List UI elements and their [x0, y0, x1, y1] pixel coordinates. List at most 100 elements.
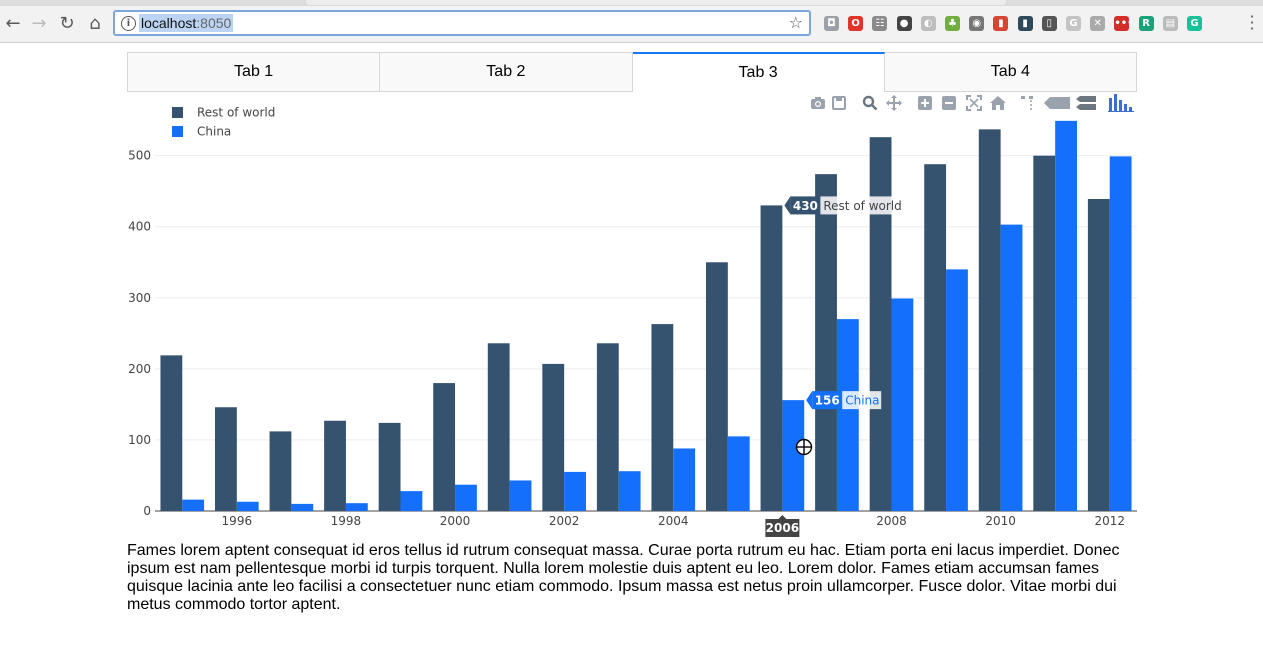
lastpass-icon[interactable]: ••• [1114, 16, 1134, 31]
bar-china[interactable] [509, 480, 532, 511]
evernote-icon[interactable]: ♣ [945, 16, 960, 31]
bar-china[interactable] [564, 471, 586, 511]
y-tick-label: 200 [128, 362, 151, 376]
reload-icon[interactable]: ↻ [59, 12, 75, 34]
url-port: :8050 [196, 15, 232, 31]
bar-china[interactable] [291, 503, 314, 511]
page-icon[interactable]: ▤ [1162, 16, 1178, 31]
spike-lines-icon[interactable] [1020, 95, 1034, 111]
chart-modebar [808, 94, 1138, 113]
bar-china[interactable] [1000, 224, 1023, 511]
bars [160, 120, 1132, 512]
legend-swatch [172, 107, 183, 118]
bar-rest-of-world[interactable] [760, 205, 783, 511]
bookmark-star-icon[interactable]: ☆ [788, 13, 803, 32]
bar-china[interactable] [946, 269, 968, 511]
grammarly-icon[interactable]: G [1187, 16, 1202, 31]
bar-rest-of-world[interactable] [706, 262, 728, 511]
plotly-logo-icon[interactable] [1108, 94, 1134, 112]
hover-series-name: China [845, 394, 879, 408]
tab-4[interactable]: Tab 4 [884, 52, 1137, 92]
legend[interactable]: Rest of world China [172, 106, 275, 139]
bar-rest-of-world[interactable] [978, 129, 1001, 511]
home-icon[interactable]: ⌂ [89, 12, 101, 34]
y-tick-label: 400 [128, 220, 151, 234]
g-ext-icon[interactable]: G [1066, 16, 1081, 31]
bar-china[interactable] [673, 448, 696, 511]
bar-china[interactable] [782, 400, 805, 511]
pan-icon[interactable] [886, 95, 902, 111]
save-icon[interactable] [832, 95, 846, 111]
url-text[interactable]: localhost:8050 [139, 14, 234, 32]
bar-rest-of-world[interactable] [324, 420, 346, 511]
zoom-icon[interactable] [862, 95, 878, 111]
browser-tab[interactable] [306, 0, 1006, 5]
forward-icon[interactable]: → [31, 12, 47, 34]
r-ext-icon[interactable]: R [1138, 16, 1154, 31]
bar-china[interactable] [455, 484, 477, 511]
bar-china[interactable] [1055, 120, 1077, 511]
bar-china[interactable] [727, 436, 750, 511]
bar-chart[interactable]: 0 100 200 300 400 500 1996 1998 2000 2002 2004 200… [127, 100, 1137, 540]
zoom-in-icon[interactable] [918, 95, 932, 111]
hover-compare-icon[interactable] [1076, 95, 1096, 111]
bar-rest-of-world[interactable] [596, 343, 619, 511]
home-icon[interactable] [990, 95, 1006, 111]
bar-rest-of-world[interactable] [215, 407, 237, 511]
y-tick-label: 300 [128, 291, 151, 305]
bar-china[interactable] [236, 501, 259, 511]
zoom-out-icon[interactable] [942, 95, 956, 111]
bar-rest-of-world[interactable] [869, 137, 892, 512]
bar-rest-of-world[interactable] [160, 355, 183, 511]
x-hover-pointer [778, 515, 787, 519]
app-tabs: Tab 1 Tab 2 Tab 3 Tab 4 [127, 52, 1137, 92]
hover-closest-icon[interactable] [1044, 95, 1070, 111]
address-bar[interactable]: i localhost:8050 ☆ [113, 10, 811, 36]
bar-rest-of-world[interactable] [815, 174, 837, 511]
bar-china[interactable] [400, 491, 423, 511]
bar-china[interactable] [182, 499, 205, 511]
ghostery-icon[interactable]: ● [896, 16, 912, 31]
legend-label[interactable]: Rest of world [197, 106, 275, 120]
browser-menu-icon[interactable]: · · · [1249, 7, 1255, 38]
bar-rest-of-world[interactable] [269, 431, 292, 511]
x-tick-label: 2008 [876, 514, 907, 528]
plugin-icon[interactable]: ✕ [1090, 16, 1106, 31]
pocket-icon[interactable]: ◘ [824, 16, 839, 31]
bar-china[interactable] [836, 319, 859, 511]
hover-value-box [790, 196, 821, 215]
hover-pointer [784, 196, 791, 215]
bar-rest-of-world[interactable] [487, 343, 510, 511]
bar-rest-of-world[interactable] [378, 422, 401, 511]
tab-1[interactable]: Tab 1 [127, 52, 381, 92]
camera-icon[interactable] [810, 95, 826, 111]
x-tick-label: 2000 [440, 514, 471, 528]
bar-rest-of-world[interactable] [1087, 199, 1110, 511]
tab-3[interactable]: Tab 3 [632, 52, 885, 92]
camera-icon[interactable]: ◉ [969, 16, 985, 31]
bar-china[interactable] [345, 503, 368, 511]
mobile-icon[interactable]: ▯ [1041, 16, 1057, 31]
opera-icon[interactable]: O [848, 16, 864, 31]
back-icon[interactable]: ← [5, 12, 21, 34]
screencast-icon[interactable]: ▮ [1017, 16, 1033, 31]
tab-2[interactable]: Tab 2 [380, 52, 633, 92]
x-tick-label: 2002 [549, 514, 580, 528]
feedback-icon[interactable]: ☷ [872, 16, 888, 31]
x-tick-label: 1998 [331, 514, 362, 528]
site-info-icon[interactable]: i [121, 16, 136, 31]
hover-value: 156 [815, 394, 840, 408]
legend-label[interactable]: China [197, 125, 231, 139]
bar-china[interactable] [618, 471, 641, 511]
bar-china[interactable] [1109, 156, 1132, 511]
y-tick-label: 100 [128, 433, 151, 447]
bar-rest-of-world[interactable] [651, 324, 674, 511]
bar-rest-of-world[interactable] [924, 164, 947, 511]
bar-china[interactable] [891, 298, 914, 511]
bar-rest-of-world[interactable] [1033, 155, 1056, 511]
bookmark-icon[interactable]: ▮ [993, 16, 1009, 31]
bar-rest-of-world[interactable] [542, 363, 565, 511]
bar-rest-of-world[interactable] [433, 383, 456, 511]
disconnect-icon[interactable]: ◐ [920, 16, 936, 31]
autoscale-icon[interactable] [966, 95, 982, 111]
